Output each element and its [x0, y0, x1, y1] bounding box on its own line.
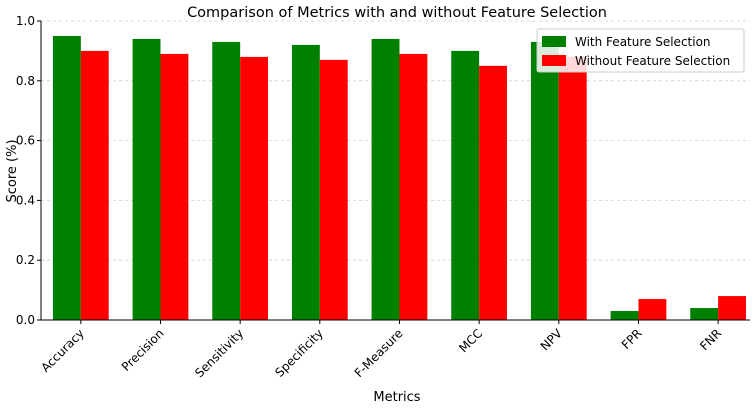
y-tick-label: 0.0: [16, 313, 35, 327]
x-tick-label-fnr: FNR: [697, 326, 724, 353]
bar-with-accuracy: [52, 35, 81, 320]
legend-label-with: With Feature Selection: [575, 35, 711, 49]
bars: [52, 35, 747, 321]
y-tick-label: 0.6: [16, 134, 35, 148]
y-axis-ticks: 0.0 0.2 0.4 0.6 0.8 1.0: [16, 14, 41, 327]
legend-box: [536, 28, 745, 73]
bar-with-mcc: [451, 50, 480, 321]
bar-with-fpr: [610, 311, 639, 320]
axes: [40, 21, 750, 321]
x-tick-label-mcc: MCC: [456, 326, 485, 355]
y-tick-label: 0.8: [16, 74, 35, 88]
bar-without-precision: [160, 53, 189, 320]
bar-without-fpr: [638, 299, 667, 320]
x-axis-ticks: Accuracy Precision Sensitivity Specificity F…: [38, 320, 724, 380]
x-tick-label-precision: Precision: [119, 326, 167, 374]
y-tick-label: 1.0: [16, 14, 35, 28]
y-tick-label: 0.4: [16, 193, 35, 207]
bar-without-specificity: [319, 59, 348, 321]
bar-with-specificity: [291, 44, 320, 321]
y-axis-label: Score (%): [5, 139, 20, 202]
bar-without-npv: [558, 56, 587, 320]
bar-without-mcc: [479, 65, 508, 320]
x-tick-label-specificity: Specificity: [272, 326, 326, 380]
x-tick-label-npv: NPV: [538, 326, 566, 354]
x-tick-label-sensitivity: Sensitivity: [192, 326, 246, 380]
legend-swatch-without: [542, 55, 566, 66]
chart-title: Comparison of Metrics with and without F…: [187, 5, 607, 21]
bar-without-sensitivity: [240, 56, 269, 320]
x-tick-label-f-measure: F-Measure: [352, 326, 406, 380]
y-tick-label: 0.2: [16, 253, 35, 267]
bar-with-sensitivity: [212, 41, 241, 321]
x-tick-label-fpr: FPR: [619, 326, 645, 352]
x-tick-label-accuracy: Accuracy: [38, 326, 87, 375]
legend: With Feature Selection Without Feature Se…: [536, 28, 745, 73]
legend-label-without: Without Feature Selection: [575, 54, 730, 68]
bar-with-f-measure: [371, 38, 400, 320]
legend-swatch-with: [542, 36, 566, 47]
bar-with-fnr: [690, 308, 719, 320]
x-axis-label: Metrics: [373, 390, 420, 405]
bar-with-precision: [132, 38, 161, 320]
bar-without-accuracy: [80, 50, 109, 321]
bar-without-f-measure: [399, 53, 428, 320]
bar-without-fnr: [718, 296, 747, 320]
bar-with-npv: [530, 41, 559, 321]
